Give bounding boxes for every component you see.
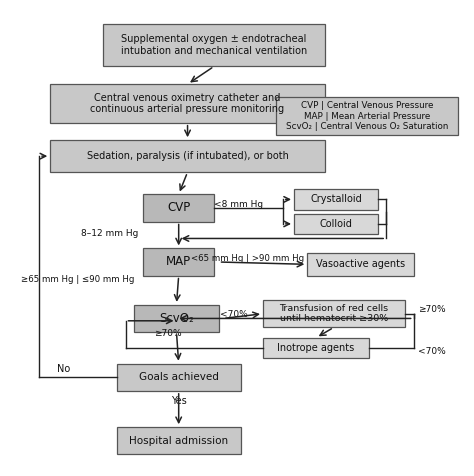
Text: Vasoactive agents: Vasoactive agents [316, 259, 405, 269]
FancyBboxPatch shape [117, 427, 241, 455]
FancyBboxPatch shape [117, 364, 241, 391]
FancyBboxPatch shape [263, 300, 405, 327]
FancyBboxPatch shape [50, 140, 325, 172]
Text: CVP: CVP [167, 201, 191, 214]
Text: <70%: <70% [220, 310, 248, 319]
FancyBboxPatch shape [143, 248, 214, 276]
Text: Sedation, paralysis (if intubated), or both: Sedation, paralysis (if intubated), or b… [87, 151, 289, 161]
Text: MAP: MAP [166, 256, 191, 268]
Text: Colloid: Colloid [319, 219, 353, 229]
Text: 8–12 mm Hg: 8–12 mm Hg [82, 229, 139, 238]
FancyBboxPatch shape [294, 189, 378, 210]
FancyBboxPatch shape [50, 84, 325, 123]
FancyBboxPatch shape [276, 97, 458, 136]
Text: Inotrope agents: Inotrope agents [277, 343, 355, 353]
Text: Transfusion of red cells
until hematocrit ≥30%: Transfusion of red cells until hematocri… [279, 304, 388, 323]
Text: Hospital admission: Hospital admission [129, 436, 228, 446]
FancyBboxPatch shape [263, 338, 369, 358]
FancyBboxPatch shape [143, 194, 214, 221]
Text: Goals achieved: Goals achieved [139, 372, 219, 382]
Text: <70%: <70% [418, 347, 446, 357]
FancyBboxPatch shape [103, 24, 325, 66]
Text: ≥70%: ≥70% [418, 306, 446, 315]
Text: ScvO₂: ScvO₂ [159, 312, 194, 325]
Text: Supplemental oxygen ± endotracheal
intubation and mechanical ventilation: Supplemental oxygen ± endotracheal intub… [121, 34, 307, 56]
Text: Yes: Yes [171, 396, 187, 406]
Text: Central venous oximetry catheter and
continuous arterial pressure monitoring: Central venous oximetry catheter and con… [91, 93, 284, 114]
FancyBboxPatch shape [294, 214, 378, 234]
Text: No: No [57, 364, 70, 374]
Text: CVP | Central Venous Pressure
MAP | Mean Arterial Pressure
ScvO₂ | Central Venou: CVP | Central Venous Pressure MAP | Mean… [286, 101, 448, 131]
Text: ≥70%: ≥70% [154, 329, 182, 338]
FancyBboxPatch shape [134, 305, 219, 332]
Text: <8 mm Hg: <8 mm Hg [214, 199, 263, 208]
Text: <65 mm Hg | >90 mm Hg: <65 mm Hg | >90 mm Hg [191, 254, 304, 263]
FancyBboxPatch shape [307, 253, 414, 276]
Text: Crystalloid: Crystalloid [310, 194, 362, 204]
Text: ≥65 mm Hg | ≤90 mm Hg: ≥65 mm Hg | ≤90 mm Hg [21, 276, 134, 284]
